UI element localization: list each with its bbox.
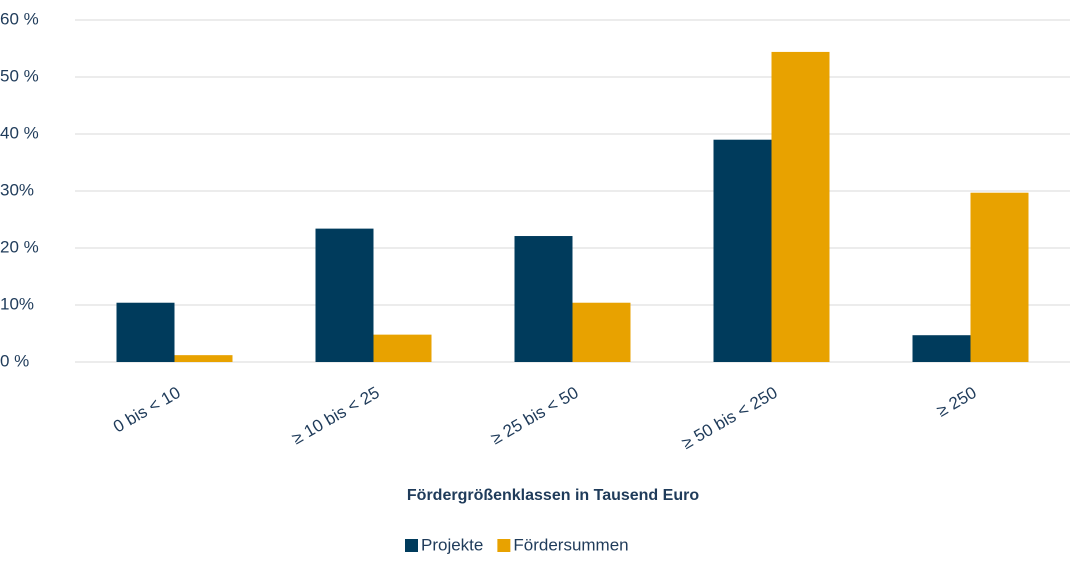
x-tick-label: ≥ 50 bis < 250 bbox=[678, 383, 780, 453]
bar bbox=[771, 51, 830, 363]
y-tick-label: 30% bbox=[0, 180, 34, 199]
bar bbox=[174, 355, 233, 362]
y-tick-label: 10% bbox=[0, 294, 34, 313]
y-tick-label: 40 % bbox=[0, 123, 39, 142]
legend-swatch bbox=[405, 539, 418, 552]
x-tick-label: ≥ 10 bis < 25 bbox=[289, 383, 383, 448]
bar bbox=[373, 334, 432, 362]
bar bbox=[970, 192, 1029, 362]
y-tick-label: 50 % bbox=[0, 66, 39, 85]
y-tick-label: 0 % bbox=[0, 351, 29, 370]
bar bbox=[514, 236, 573, 362]
legend-label: Fördersummen bbox=[513, 535, 628, 554]
legend-label: Projekte bbox=[421, 535, 483, 554]
x-tick-label: ≥ 25 bis < 50 bbox=[488, 383, 582, 448]
bar bbox=[572, 302, 631, 362]
y-tick-label: 20 % bbox=[0, 237, 39, 256]
x-axis-title: Fördergrößenklassen in Tausend Euro bbox=[407, 487, 699, 504]
y-tick-label: 60 % bbox=[0, 9, 39, 28]
bar bbox=[912, 335, 971, 362]
bar bbox=[116, 302, 175, 362]
x-tick-label: ≥ 250 bbox=[934, 383, 980, 421]
legend-swatch bbox=[497, 539, 511, 552]
bar bbox=[315, 228, 374, 362]
bar bbox=[713, 139, 772, 362]
x-tick-label: 0 bis < 10 bbox=[110, 383, 184, 437]
